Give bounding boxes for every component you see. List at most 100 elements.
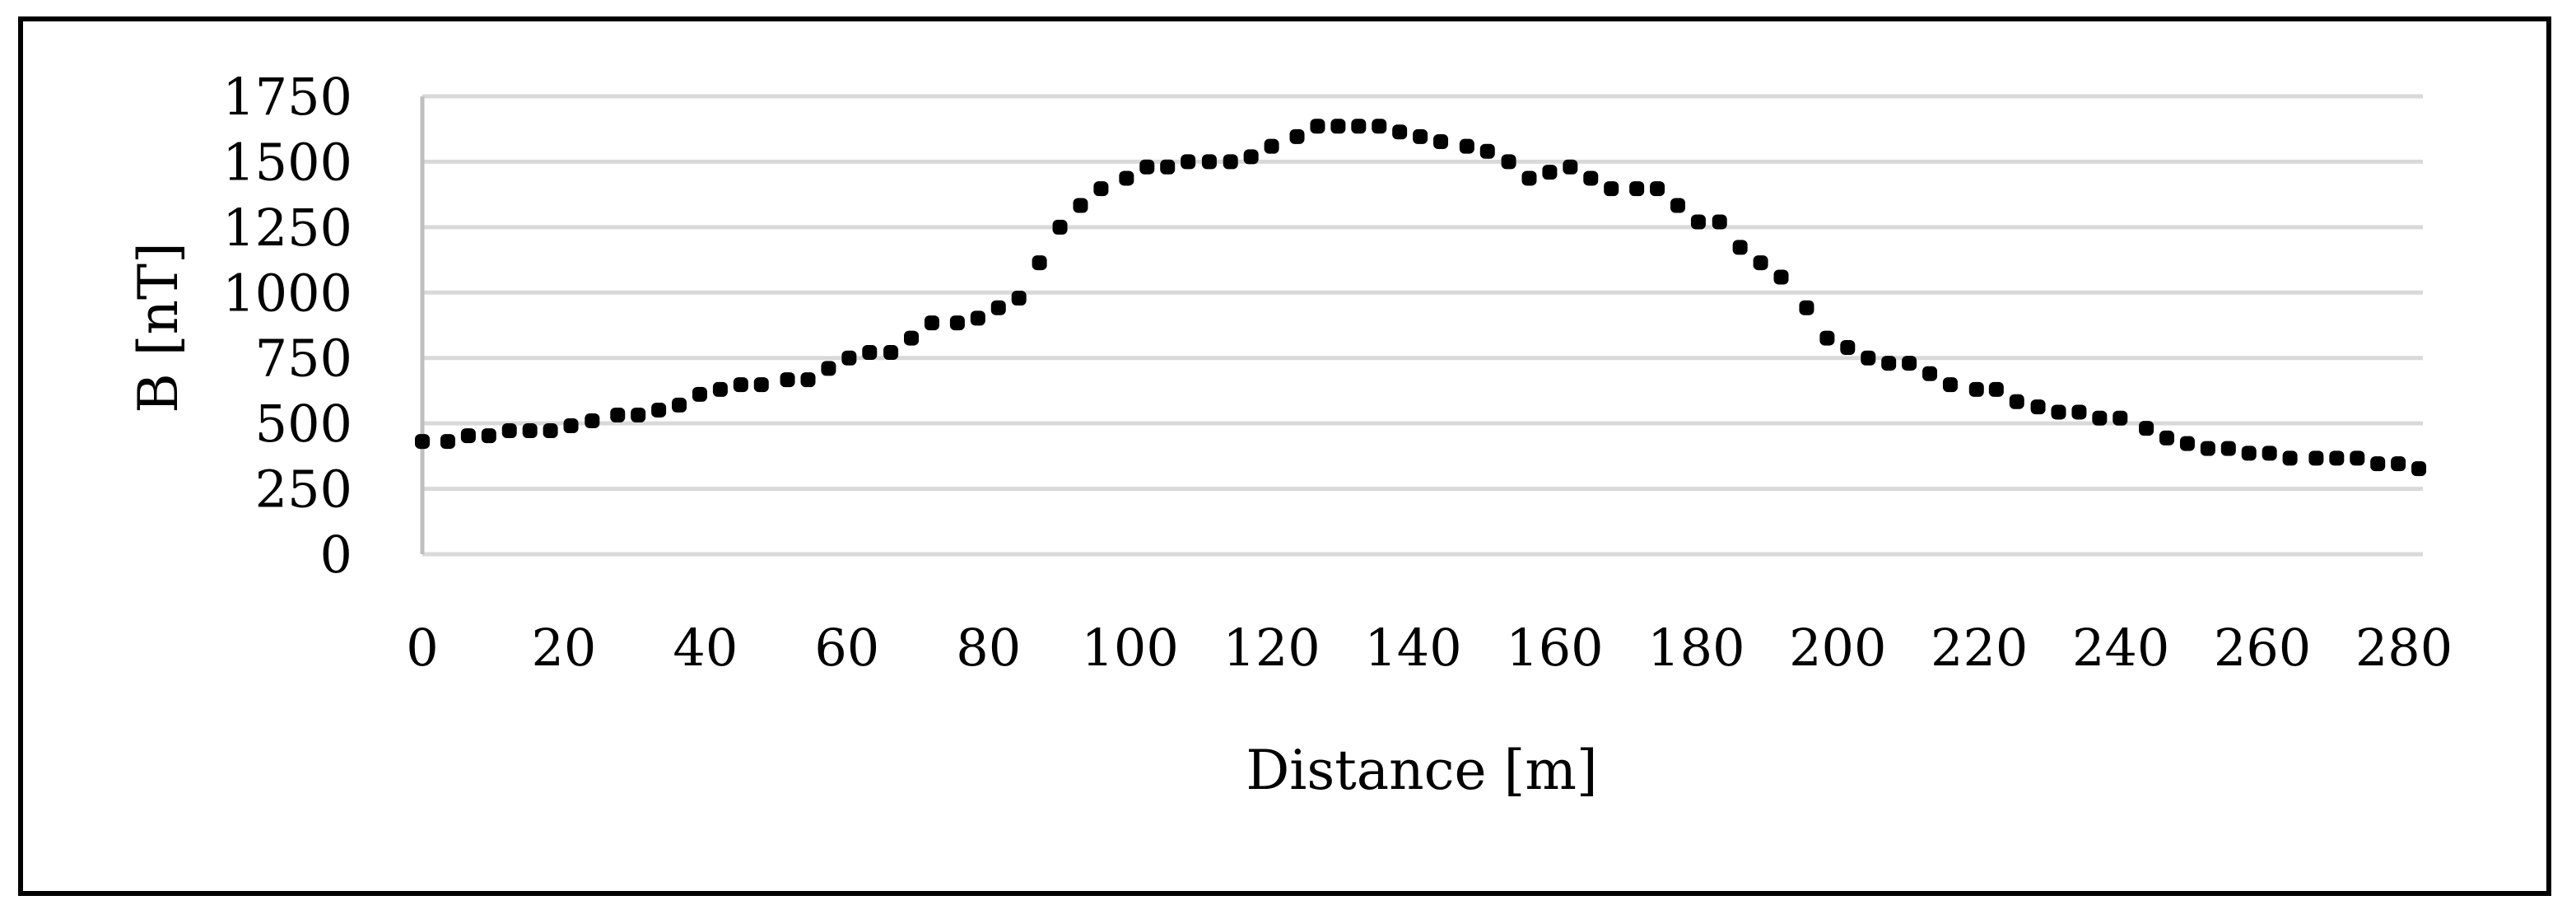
data-point bbox=[1861, 350, 1876, 366]
data-point bbox=[631, 407, 646, 422]
data-point bbox=[1223, 154, 1238, 170]
data-point bbox=[1093, 181, 1109, 197]
data-point bbox=[1583, 170, 1599, 186]
data-point bbox=[1479, 143, 1495, 159]
data-point bbox=[2370, 456, 2386, 472]
data-point bbox=[501, 423, 517, 439]
data-point bbox=[2350, 450, 2365, 466]
data-point bbox=[2092, 410, 2108, 426]
data-point bbox=[651, 402, 667, 418]
data-point bbox=[1988, 381, 2004, 397]
x-tick-label: 60 bbox=[814, 618, 879, 678]
data-point bbox=[1881, 356, 1897, 371]
data-point bbox=[990, 300, 1006, 315]
data-point bbox=[1753, 255, 1768, 271]
data-point bbox=[2179, 436, 2195, 451]
data-point bbox=[1119, 170, 1134, 186]
data-point bbox=[780, 372, 795, 388]
x-tick-label: 240 bbox=[2072, 618, 2169, 678]
horizontal-gridlines bbox=[422, 94, 2423, 557]
data-point bbox=[522, 423, 538, 439]
data-point bbox=[1032, 255, 1047, 271]
data-point bbox=[1670, 198, 1686, 213]
data-point bbox=[1181, 154, 1196, 170]
data-point bbox=[2329, 450, 2345, 466]
data-point bbox=[1690, 214, 1706, 230]
x-tick-label: 180 bbox=[1647, 618, 1745, 678]
x-tick-label: 20 bbox=[531, 618, 596, 678]
data-point bbox=[1521, 170, 1537, 186]
data-point bbox=[2282, 450, 2298, 466]
data-point bbox=[924, 315, 939, 331]
data-point bbox=[1650, 181, 1665, 197]
data-point bbox=[2308, 450, 2324, 466]
data-point bbox=[1139, 159, 1155, 175]
data-point bbox=[1840, 340, 1856, 356]
x-tick-label: 40 bbox=[673, 618, 738, 678]
x-tick-label: 200 bbox=[1789, 618, 1886, 678]
data-point bbox=[2391, 456, 2406, 472]
data-point bbox=[2113, 410, 2128, 426]
data-point bbox=[1902, 356, 1917, 371]
data-point bbox=[543, 423, 558, 439]
x-axis-tick-labels: 0 20 40 60 80 100 120 140 160 180 200 220 240 260 280 bbox=[406, 618, 2453, 678]
data-point bbox=[460, 428, 476, 444]
data-point bbox=[2051, 404, 2066, 420]
data-point bbox=[949, 315, 965, 331]
data-point bbox=[1289, 128, 1305, 144]
x-axis-title: Distance [m] bbox=[1246, 739, 1597, 802]
data-point bbox=[2241, 446, 2257, 461]
y-axis-title: B [nT] bbox=[127, 242, 190, 413]
data-point bbox=[2159, 430, 2175, 446]
data-point bbox=[712, 381, 728, 397]
data-point bbox=[2030, 399, 2046, 415]
data-point bbox=[1011, 290, 1027, 306]
x-tick-label: 220 bbox=[1931, 618, 2028, 678]
x-tick-label: 100 bbox=[1081, 618, 1178, 678]
data-point bbox=[883, 345, 899, 361]
data-point bbox=[1459, 138, 1474, 154]
y-tick-label: 0 bbox=[320, 525, 352, 585]
data-point bbox=[1201, 154, 1217, 170]
data-point bbox=[1799, 300, 1814, 315]
data-point bbox=[415, 434, 430, 450]
data-point bbox=[970, 310, 985, 326]
data-point bbox=[841, 350, 857, 366]
data-point bbox=[2411, 461, 2427, 477]
data-point bbox=[800, 372, 816, 388]
data-point bbox=[1413, 128, 1428, 144]
data-point bbox=[1330, 119, 1346, 134]
data-point bbox=[2139, 421, 2154, 436]
data-point bbox=[1542, 165, 1558, 180]
data-point bbox=[2071, 404, 2087, 420]
data-point bbox=[1351, 119, 1367, 134]
y-tick-label: 1000 bbox=[222, 263, 352, 323]
y-tick-label: 1500 bbox=[222, 132, 352, 192]
y-tick-label: 500 bbox=[255, 394, 352, 454]
data-point bbox=[2262, 446, 2277, 461]
data-point bbox=[1160, 159, 1176, 175]
x-tick-label: 260 bbox=[2214, 618, 2311, 678]
data-point bbox=[1392, 124, 1408, 140]
data-point bbox=[1243, 149, 1259, 165]
data-point bbox=[2009, 394, 2024, 409]
data-point bbox=[1372, 119, 1387, 134]
data-point bbox=[440, 434, 455, 450]
data-point bbox=[821, 361, 836, 376]
y-tick-label: 1750 bbox=[222, 67, 352, 127]
data-point bbox=[672, 397, 687, 413]
data-point bbox=[862, 345, 878, 361]
data-point bbox=[733, 377, 748, 393]
data-point bbox=[1310, 119, 1325, 134]
data-point bbox=[1712, 214, 1727, 230]
data-point bbox=[2220, 441, 2236, 456]
y-tick-label: 750 bbox=[255, 329, 352, 389]
data-point bbox=[1264, 138, 1279, 154]
data-point bbox=[1052, 219, 1068, 235]
data-point bbox=[2200, 441, 2215, 456]
data-point bbox=[563, 418, 579, 434]
x-tick-label: 0 bbox=[406, 618, 438, 678]
y-tick-label: 1250 bbox=[222, 198, 352, 258]
